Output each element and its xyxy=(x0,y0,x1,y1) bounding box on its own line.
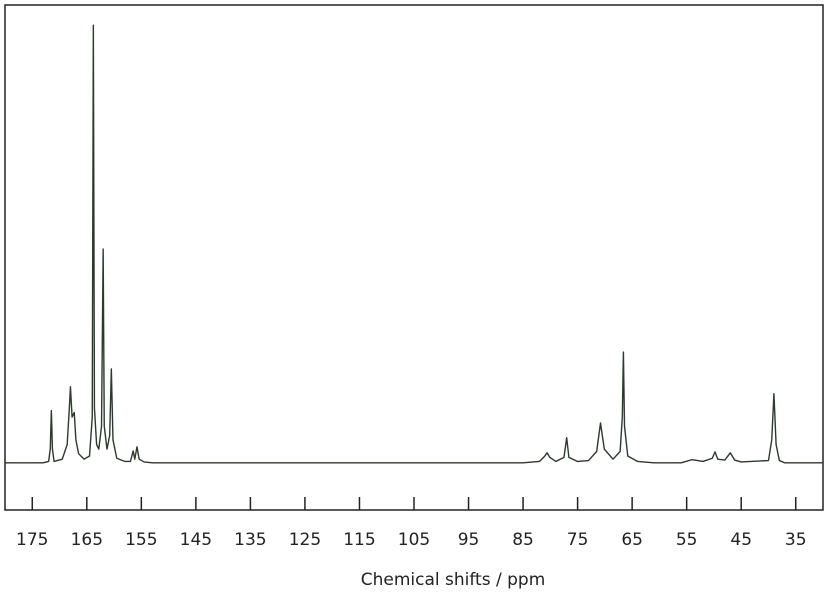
spectrum-line xyxy=(5,24,823,464)
x-tick-label: 65 xyxy=(621,530,643,550)
x-tick-label: 75 xyxy=(567,530,589,550)
x-tick-label: 125 xyxy=(289,530,321,550)
x-tick-label: 45 xyxy=(730,530,752,550)
x-tick-label: 35 xyxy=(785,530,807,550)
x-tick-label: 165 xyxy=(71,530,103,550)
plot-frame xyxy=(4,4,824,511)
x-tick-label: 55 xyxy=(676,530,698,550)
x-tick-label: 95 xyxy=(458,530,480,550)
x-tick-label: 105 xyxy=(398,530,430,550)
x-tick-label: 135 xyxy=(234,530,266,550)
x-tick-label: 85 xyxy=(512,530,534,550)
x-tick-label: 155 xyxy=(125,530,157,550)
x-tick-label: 145 xyxy=(180,530,212,550)
x-tick-label: 175 xyxy=(16,530,48,550)
x-tick-label: 115 xyxy=(343,530,375,550)
x-axis-label: Chemical shifts / ppm xyxy=(361,570,546,590)
